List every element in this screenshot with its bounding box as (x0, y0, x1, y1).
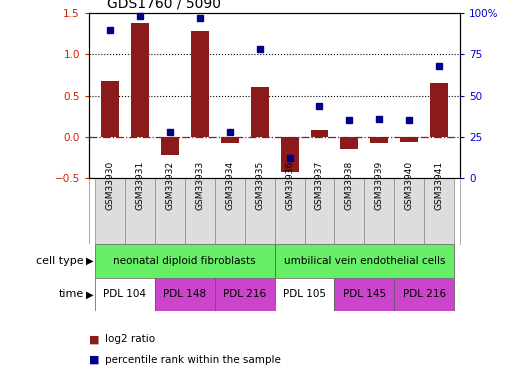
Bar (161, 137, 179, 155)
Bar (340, 137, 358, 149)
Bar (335, 178, 365, 244)
Bar (155, 278, 214, 311)
Bar (95, 178, 125, 244)
Text: PDL 216: PDL 216 (223, 290, 266, 299)
Text: GSM33933: GSM33933 (195, 160, 204, 210)
Bar (101, 81, 119, 137)
Bar (394, 278, 454, 311)
Text: cell type: cell type (36, 256, 84, 266)
Text: PDL 104: PDL 104 (104, 290, 146, 299)
Text: GDS1760 / 5090: GDS1760 / 5090 (108, 0, 221, 10)
Text: GSM33937: GSM33937 (315, 160, 324, 210)
Text: ▶: ▶ (86, 256, 94, 266)
Text: ■: ■ (89, 334, 99, 344)
Bar (311, 130, 328, 137)
Text: PDL 145: PDL 145 (343, 290, 386, 299)
Bar (424, 178, 454, 244)
Text: PDL 216: PDL 216 (403, 290, 446, 299)
Text: PDL 148: PDL 148 (163, 290, 206, 299)
Bar (430, 83, 448, 137)
Bar (251, 87, 269, 137)
Text: GSM33935: GSM33935 (255, 160, 264, 210)
Text: log2 ratio: log2 ratio (105, 334, 155, 344)
Bar (191, 31, 209, 137)
Bar (275, 178, 304, 244)
Text: time: time (59, 290, 84, 299)
Bar (280, 137, 299, 171)
Bar (370, 137, 389, 144)
Text: GSM33931: GSM33931 (135, 160, 144, 210)
Bar (155, 178, 185, 244)
Bar (95, 244, 275, 278)
Text: PDL 105: PDL 105 (283, 290, 326, 299)
Text: neonatal diploid fibroblasts: neonatal diploid fibroblasts (113, 256, 256, 266)
Text: ■: ■ (89, 355, 99, 365)
Text: umbilical vein endothelial cells: umbilical vein endothelial cells (283, 256, 445, 266)
Bar (214, 178, 245, 244)
Bar (214, 278, 275, 311)
Bar (335, 278, 394, 311)
Bar (400, 137, 418, 142)
Text: GSM33930: GSM33930 (105, 160, 115, 210)
Bar (394, 178, 424, 244)
Bar (304, 178, 335, 244)
Text: GSM33936: GSM33936 (285, 160, 294, 210)
Text: GSM33938: GSM33938 (345, 160, 354, 210)
Text: GSM33941: GSM33941 (435, 160, 444, 210)
Text: GSM33934: GSM33934 (225, 160, 234, 210)
Text: GSM33932: GSM33932 (165, 160, 174, 210)
Bar (131, 23, 149, 137)
Bar (245, 178, 275, 244)
Bar (221, 137, 238, 144)
Bar (185, 178, 214, 244)
Bar (125, 178, 155, 244)
Bar (275, 278, 335, 311)
Text: ▶: ▶ (86, 290, 94, 299)
Bar (365, 178, 394, 244)
Bar (95, 278, 155, 311)
Bar (275, 244, 454, 278)
Text: percentile rank within the sample: percentile rank within the sample (105, 355, 280, 365)
Text: GSM33939: GSM33939 (375, 160, 384, 210)
Text: GSM33940: GSM33940 (405, 160, 414, 210)
